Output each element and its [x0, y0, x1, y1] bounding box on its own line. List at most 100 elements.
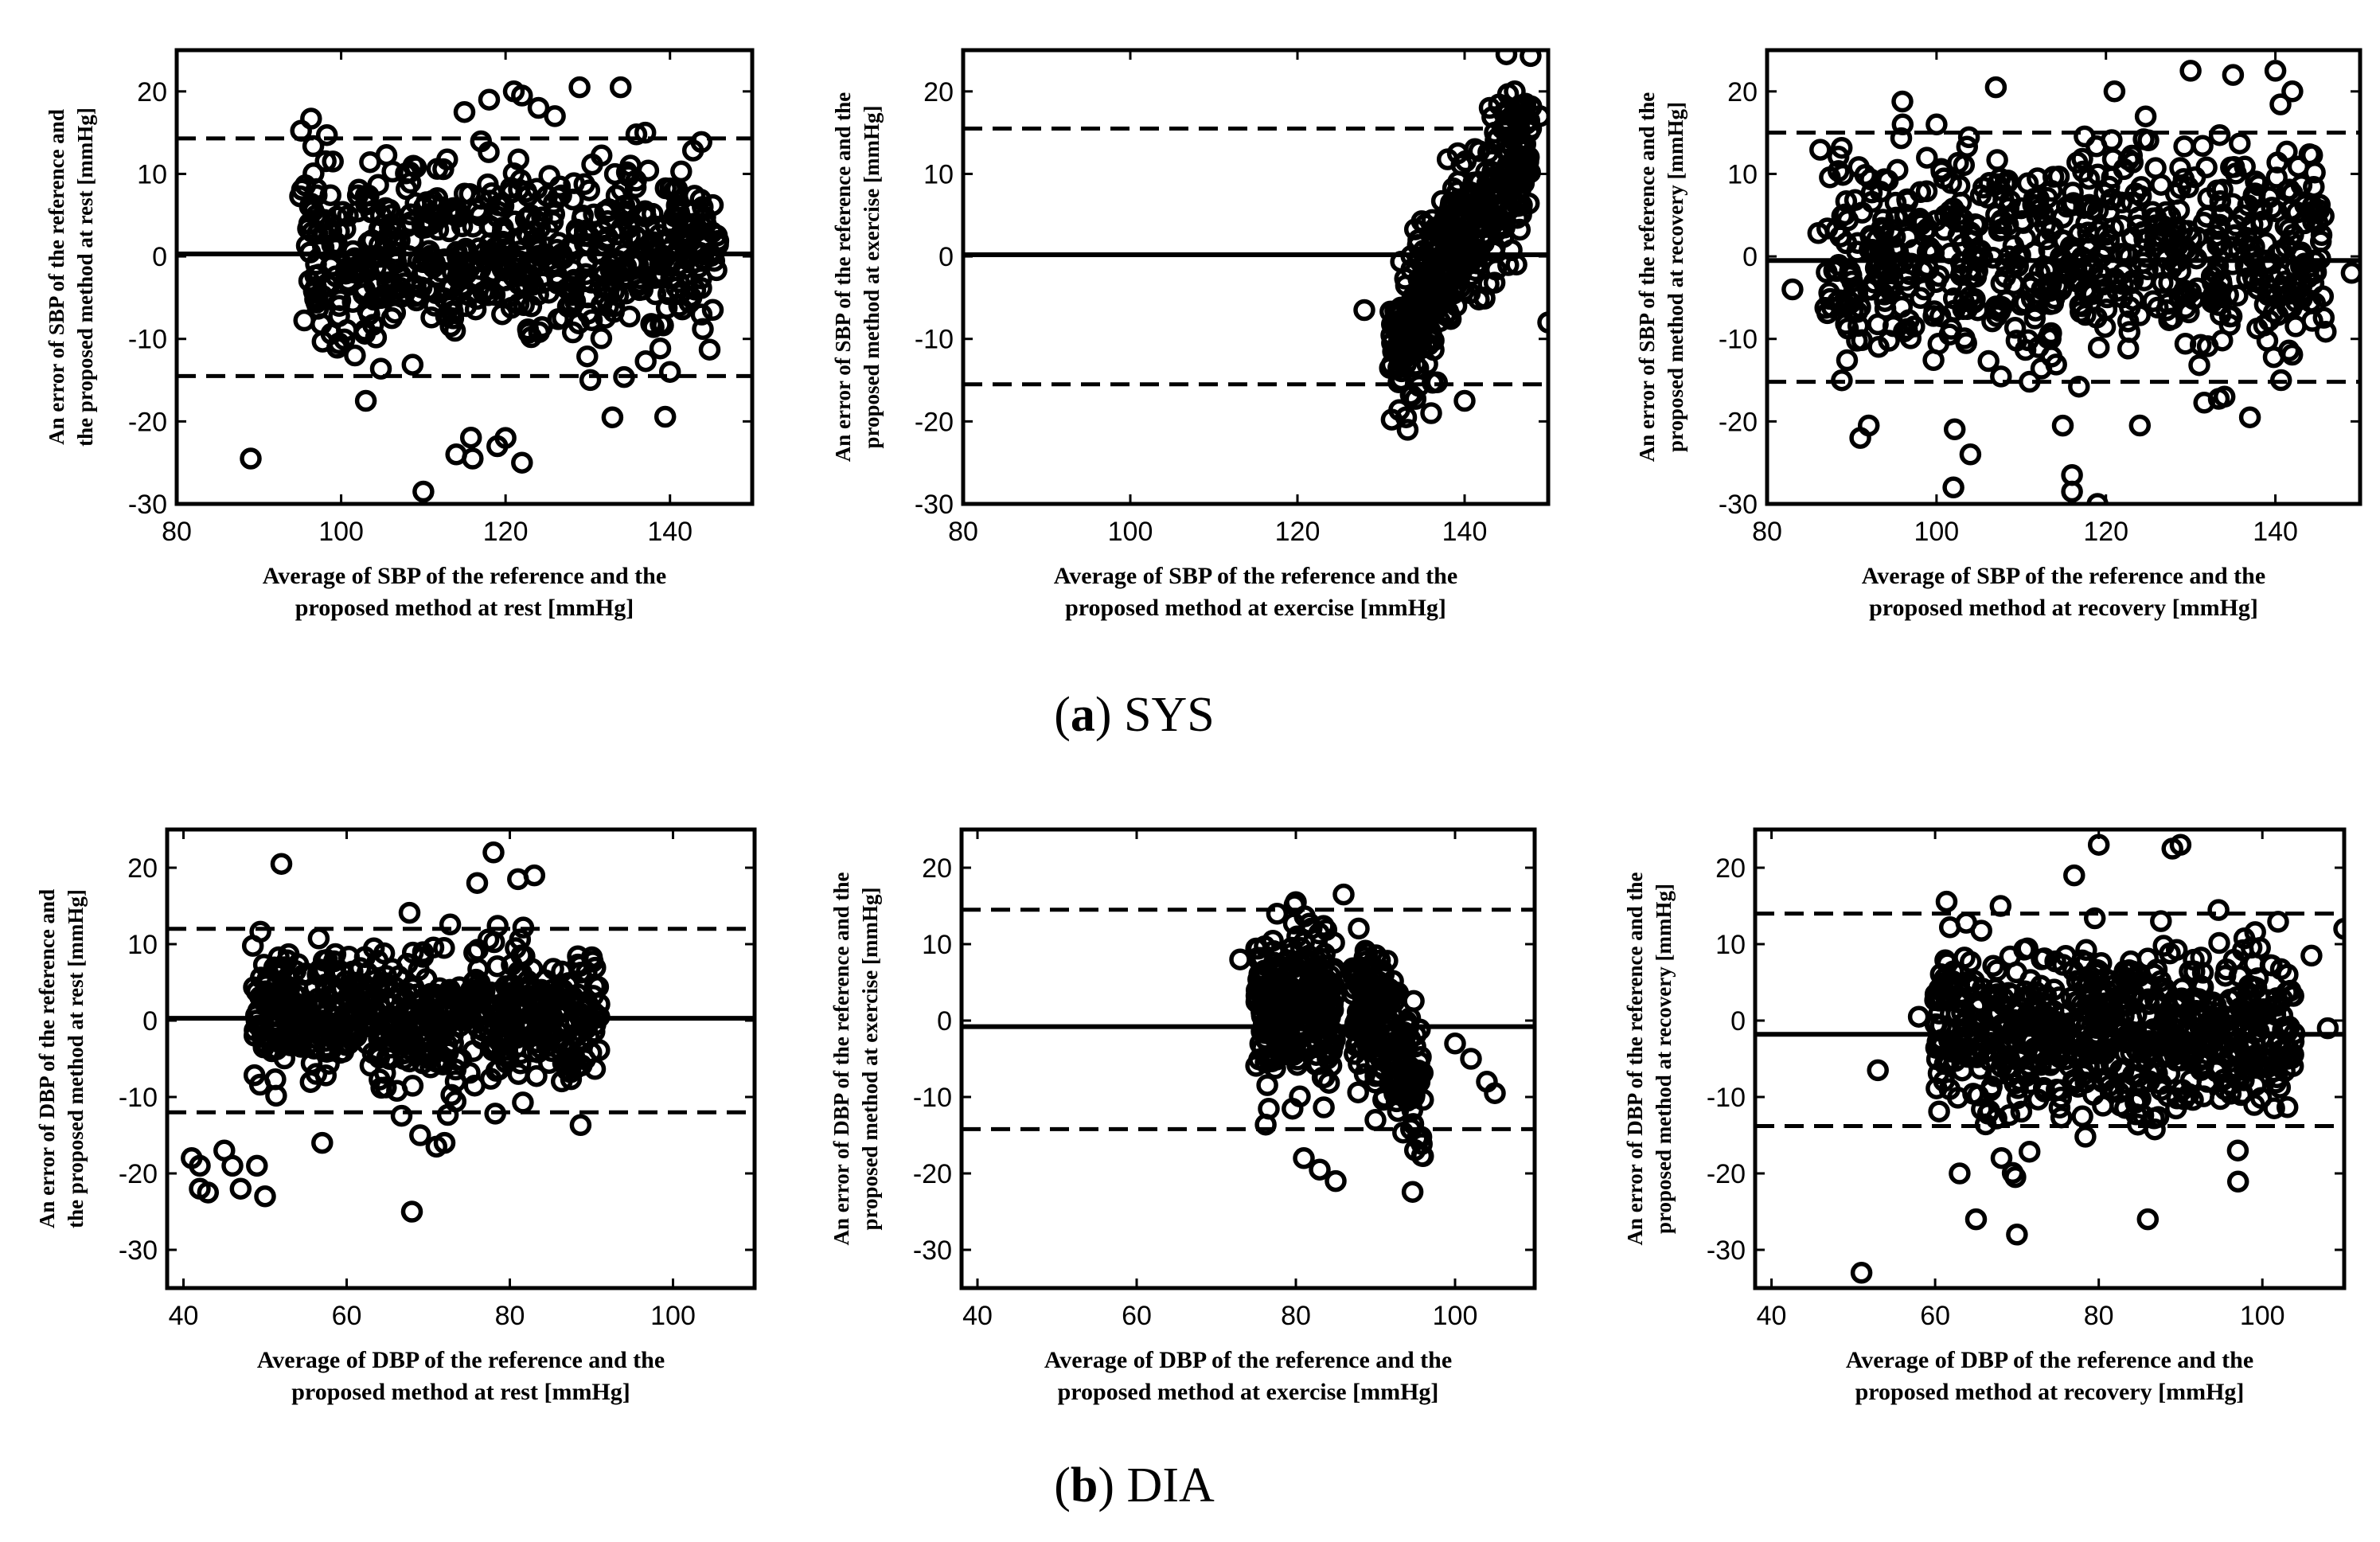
data-point [486, 955, 509, 978]
data-point [1477, 273, 1500, 295]
data-point [2304, 161, 2326, 184]
data-point [1399, 1028, 1422, 1050]
data-point [394, 1041, 417, 1064]
data-point [2106, 279, 2128, 302]
data-point [1996, 169, 2019, 192]
data-point-outlier [2264, 60, 2287, 82]
data-point [1347, 1081, 1369, 1103]
data-point-outlier [2300, 944, 2323, 967]
data-point [671, 298, 693, 321]
data-point-outlier [1353, 299, 1375, 322]
data-point [390, 286, 413, 308]
data-point [373, 942, 396, 965]
data-point [2257, 278, 2281, 300]
data-point [497, 985, 521, 1008]
data-point [404, 192, 427, 214]
caption-sys-open: ( [1054, 688, 1071, 742]
data-point-outlier [240, 447, 262, 470]
data-point [521, 1025, 543, 1047]
data-point [2093, 182, 2116, 205]
data-point [1819, 166, 1841, 189]
x-tick-label: 40 [169, 1301, 199, 1331]
data-point [670, 160, 693, 183]
x-tick-label: 100 [2240, 1301, 2285, 1331]
data-point [1355, 951, 1377, 974]
data-point [2209, 189, 2232, 213]
data-point [1964, 976, 1986, 998]
data-point [644, 283, 667, 306]
data-point [2197, 187, 2219, 209]
data-point-outlier [1325, 1169, 1347, 1193]
data-point [431, 1013, 453, 1036]
y-tick-label: 0 [937, 1006, 952, 1036]
data-point [2043, 978, 2066, 1001]
data-point [2165, 1097, 2187, 1120]
y-axis-label-line: proposed method at exercise [mmHg] [860, 106, 884, 449]
data-point [1962, 1083, 1984, 1105]
x-axis-label-line: Average of SBP of the reference and the [1862, 563, 2265, 589]
data-point [1878, 330, 1900, 352]
data-point [1955, 332, 1977, 354]
data-point [2075, 939, 2097, 962]
data-point [1894, 204, 1918, 226]
x-tick-label: 60 [1122, 1301, 1152, 1331]
data-point [2269, 1076, 2292, 1099]
data-point [1468, 140, 1491, 162]
data-point-outlier [1781, 278, 1804, 301]
data-point [2158, 309, 2180, 331]
data-point [1422, 283, 1445, 306]
data-point-outlier [601, 406, 624, 428]
data-point [1315, 919, 1338, 941]
data-point [1997, 197, 2020, 220]
data-point [1983, 989, 2005, 1012]
data-point [1407, 326, 1429, 349]
data-point [1930, 160, 1953, 183]
data-point-outlier [658, 361, 681, 383]
data-point [1418, 259, 1440, 281]
data-point [690, 215, 713, 237]
data-point [2150, 910, 2172, 932]
data-point [1967, 214, 1989, 237]
data-point [401, 1075, 424, 1097]
caption-sys-close: ) [1095, 688, 1124, 742]
y-tick-label: -30 [1719, 490, 1758, 520]
data-point [2220, 156, 2242, 178]
data-point [299, 1071, 322, 1093]
data-point-outlier [466, 872, 489, 894]
y-axis-label-line: proposed method at recovery [mmHg] [1652, 884, 1676, 1234]
data-point [2124, 1103, 2148, 1126]
data-point-outlier [2222, 64, 2245, 86]
data-point [301, 221, 324, 244]
data-point [2226, 284, 2249, 307]
data-point [1254, 1113, 1277, 1136]
data-point [401, 353, 424, 376]
data-point [1403, 990, 1425, 1013]
data-point [1938, 916, 1961, 939]
data-point [345, 1025, 368, 1048]
data-point [425, 1035, 447, 1057]
data-point [1389, 1030, 1412, 1052]
data-point [1916, 146, 1938, 169]
data-point [596, 209, 619, 232]
data-point [2019, 1057, 2043, 1080]
data-point [2087, 1011, 2110, 1033]
data-point [556, 1047, 579, 1070]
data-point [364, 969, 387, 992]
data-point [2101, 148, 2124, 170]
data-point-outlier [1850, 1262, 1873, 1284]
data-point [1841, 299, 1864, 322]
data-point [2024, 299, 2047, 322]
data-point [2132, 128, 2155, 150]
data-point [2127, 1065, 2150, 1087]
data-point [1245, 979, 1268, 1001]
data-point-outlier [2316, 1017, 2339, 1040]
data-point [692, 318, 714, 341]
data-point [375, 1076, 397, 1099]
data-point-outlier [270, 853, 293, 875]
data-point [579, 369, 602, 392]
x-tick-label: 40 [962, 1301, 993, 1331]
data-point [487, 201, 510, 224]
data-point [307, 927, 330, 950]
data-point [568, 954, 591, 978]
data-point [527, 283, 549, 306]
